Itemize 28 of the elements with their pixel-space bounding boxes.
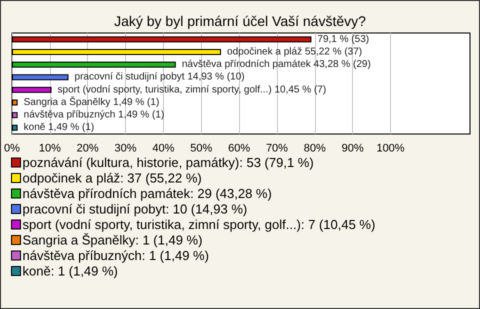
x-tick-label: 70% (266, 142, 288, 154)
legend-label: sport (vodní sporty, turistika, zimní sporty, golf...): 7 (10,45 %) (22, 217, 376, 232)
legend-label: pracovní či studijní pobyt: 10 (14,93 %) (22, 202, 248, 216)
chart-title: Jaký by byl primární účel Vaší návštěvy? (114, 13, 366, 29)
x-tick-label: 10% (38, 142, 62, 154)
legend-label: koně: 1 (1,49 %) (22, 264, 118, 278)
data-label: Sangria a Španělky 1,49 % (1) (24, 96, 160, 108)
data-label: odpočinek a pláž 55,22 % (37) (227, 46, 362, 58)
data-label: koně 1,49 % (1) (24, 122, 94, 134)
x-tick-label: 50% (190, 142, 212, 154)
data-label: 79,1 % (53) (317, 34, 370, 45)
x-tick-label: 0% (4, 142, 20, 154)
data-label: sport (vodní sporty, turistika, zimní sporty, golf...) 10,45 % (7) (58, 84, 326, 96)
x-tick-label: 60% (228, 142, 250, 154)
x-tick-label: 90% (342, 142, 364, 154)
data-label: pracovní či studijní pobyt 14,93 % (10) (74, 72, 245, 83)
x-tick-label: 40% (152, 142, 175, 154)
x-tick-label: 80% (304, 142, 326, 154)
x-tick-label: 20% (76, 142, 99, 154)
legend-label: návštěva příbuzných: 1 (1,49 %) (22, 248, 209, 263)
legend-label: Sangria a Španělky: 1 (1,49 %) (22, 232, 202, 248)
legend-label: poznávání (kultura, historie, památky): 53 (79,1 %) (22, 155, 314, 170)
x-tick-label: 30% (114, 142, 137, 154)
x-tick-label: 100% (376, 142, 405, 154)
legend-label: odpočinek a pláž: 37 (55,22 %) (22, 170, 202, 186)
data-label: návštěva přírodních památek 43,28 % (29) (182, 59, 371, 70)
data-label: návštěva příbuzných 1,49 % (1) (24, 110, 164, 121)
legend-label: návštěva přírodních památek: 29 (43,28 %) (22, 186, 272, 201)
